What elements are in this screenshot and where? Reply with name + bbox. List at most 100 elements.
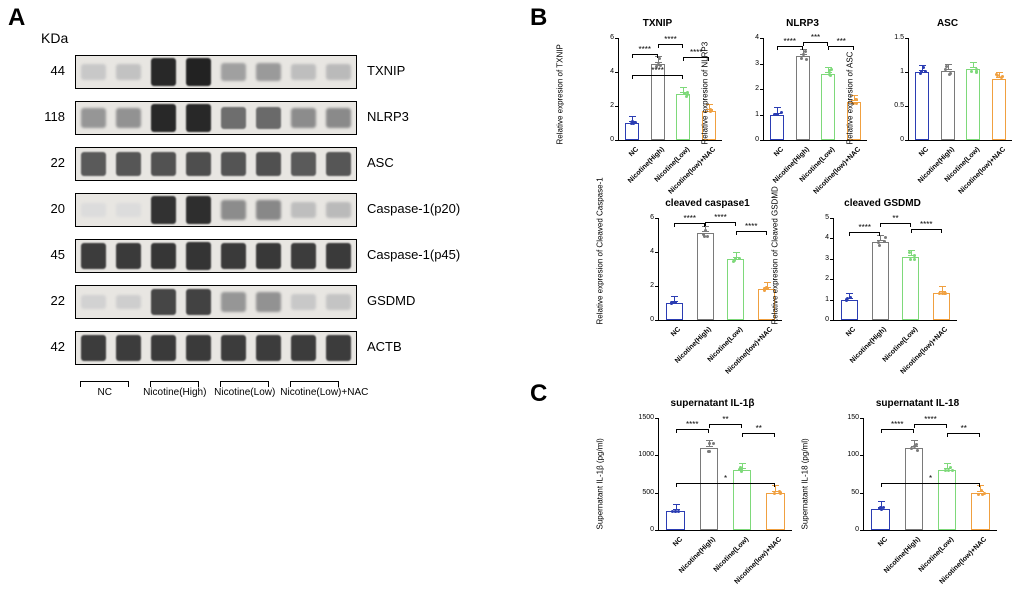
y-tick-mark [615, 140, 619, 141]
y-tick: 0 [807, 316, 829, 323]
bar [727, 259, 744, 320]
blot-band [326, 202, 351, 218]
blot-band [186, 58, 211, 86]
blot-band [186, 335, 211, 362]
significance-label: **** [674, 214, 705, 223]
blot-band [81, 152, 106, 176]
blot-band [186, 104, 211, 132]
blot-band [116, 64, 141, 80]
significance-bar: **** [777, 46, 803, 48]
bar [902, 257, 919, 320]
y-tick: 2 [632, 282, 654, 289]
blot-band [116, 295, 141, 310]
y-tick-mark [830, 320, 834, 321]
error-bar [775, 485, 776, 492]
y-tick: 4 [632, 248, 654, 255]
data-point [738, 257, 741, 260]
y-tick: 4 [592, 68, 614, 75]
blot-band [151, 104, 176, 132]
y-tick: 4 [737, 34, 759, 41]
data-point [916, 449, 919, 452]
bar [770, 115, 784, 141]
y-tick-mark [655, 252, 659, 253]
group-bracket [80, 381, 129, 383]
data-point [740, 470, 743, 473]
y-tick-mark [655, 286, 659, 287]
blot-band [81, 64, 106, 79]
y-axis-label: Supernatant IL-18 (pg/ml) [801, 450, 810, 530]
mw-label: 45 [35, 247, 65, 262]
y-tick-mark [860, 455, 864, 456]
data-point [949, 72, 952, 75]
protein-label: TXNIP [367, 63, 405, 78]
bar [905, 448, 923, 530]
blot-band [221, 243, 246, 270]
blot-band [186, 289, 211, 315]
protein-label: ASC [367, 155, 394, 170]
significance-label: **** [914, 415, 947, 424]
blot-band [81, 203, 106, 217]
bar [666, 303, 683, 320]
chart-title: NLRP3 [735, 18, 870, 29]
blot-band [326, 152, 351, 176]
data-point [763, 287, 766, 290]
group-label: Nicotine(High) [140, 387, 209, 398]
blot-band [326, 294, 351, 310]
y-tick-mark [615, 72, 619, 73]
blot-band [186, 196, 211, 224]
bar [697, 233, 714, 320]
y-tick-mark [905, 38, 909, 39]
y-tick: 0 [592, 136, 614, 143]
plot-area: NCNicotine(High)Nicotine(Low)Nicotine(lo… [863, 418, 997, 531]
y-tick-mark [830, 218, 834, 219]
blot-band [151, 152, 176, 177]
data-point [828, 69, 831, 72]
blot-band [256, 292, 281, 312]
data-point [977, 493, 980, 496]
blot-band [221, 335, 246, 361]
blot-band [256, 243, 281, 270]
data-point [941, 292, 944, 295]
blot-band [256, 63, 281, 82]
data-point [970, 70, 973, 73]
error-bar [880, 235, 881, 241]
blot-band [256, 335, 281, 361]
significance-label: * [676, 474, 776, 483]
data-point [706, 235, 709, 238]
data-point [947, 469, 950, 472]
significance-bar: **** [881, 429, 914, 431]
data-point [677, 510, 680, 513]
blot-band [326, 108, 351, 128]
y-tick-mark [760, 115, 764, 116]
y-axis-label: Relative expresion of ASC [846, 65, 855, 145]
blot-band [116, 203, 141, 217]
group-label: NC [70, 387, 139, 398]
data-point [766, 287, 769, 290]
data-point [913, 258, 916, 261]
data-point [708, 442, 711, 445]
data-point [702, 233, 705, 236]
group-label: Nicotine(Low) [210, 387, 279, 398]
y-tick-mark [615, 106, 619, 107]
significance-bar: ** [947, 433, 980, 435]
blot-band [186, 242, 211, 269]
significance-label: **** [777, 37, 803, 46]
y-tick-mark [830, 279, 834, 280]
blot-row [75, 147, 357, 181]
blot-row [75, 55, 357, 89]
bar [871, 509, 889, 530]
significance-label: ** [947, 424, 980, 433]
y-tick: 0 [837, 526, 859, 533]
data-point [712, 442, 715, 445]
data-point [913, 254, 916, 257]
y-tick: 0 [632, 526, 654, 533]
group-bracket [220, 381, 269, 383]
y-tick: 0 [882, 136, 904, 143]
mw-label: 44 [35, 63, 65, 78]
significance-label: **** [676, 420, 709, 429]
y-tick-mark [615, 38, 619, 39]
bar [971, 493, 989, 530]
blot-band [116, 108, 141, 128]
significance-bar: ** [709, 424, 742, 426]
data-point [779, 492, 782, 495]
